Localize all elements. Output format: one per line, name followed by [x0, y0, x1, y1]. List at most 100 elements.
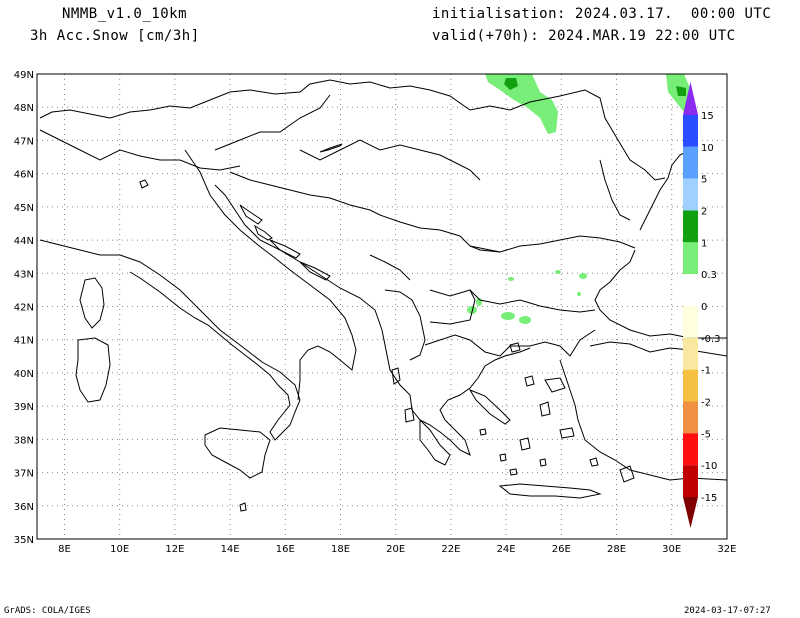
snow-patch: [579, 273, 587, 279]
lat-label: 45N: [14, 203, 34, 214]
colorbar-label: 0.3: [701, 270, 717, 281]
coast-crete: [498, 483, 602, 499]
lat-label: 43N: [14, 269, 34, 280]
lat-label: 44N: [14, 236, 34, 247]
border-hungary: [299, 139, 481, 181]
border-west: [39, 129, 241, 171]
colorbar-label: 2: [701, 207, 707, 218]
colorbar-label: 5: [701, 175, 707, 186]
colorbar-label: 15: [701, 111, 714, 122]
island-lesvos: [544, 377, 566, 393]
island-dodecanese: [589, 457, 599, 467]
island-corfu: [391, 367, 401, 385]
lat-label: 48N: [14, 103, 34, 114]
colorbar-segment: [683, 274, 698, 306]
longitude-labels: 8E 10E 12E 14E 16E 18E 20E 22E 24E 26E 28E 30E 32E: [58, 544, 736, 555]
border-moldova: [599, 159, 631, 221]
lake-balaton: [319, 143, 343, 153]
colorbar-segment: [683, 433, 698, 466]
border-albania: [384, 289, 426, 361]
island-rhodes: [619, 465, 635, 483]
colorbar-label: 1: [701, 238, 707, 249]
colorbar-label: 10: [701, 143, 714, 154]
coast-adriatic: [214, 184, 413, 411]
lat-label: 35N: [14, 535, 34, 546]
colorbar-top-arrow: [683, 82, 698, 115]
coast-black-sea: [594, 249, 727, 339]
graticule: [37, 74, 727, 539]
lon-label: 32E: [717, 544, 736, 555]
coast-black-sea-north: [639, 149, 691, 231]
border-croatia: [229, 171, 381, 216]
coast-italy: [39, 239, 301, 441]
snow-area-north-core: [504, 78, 518, 90]
colorbar-segment: [683, 178, 698, 211]
colorbar-segment: [683, 337, 698, 370]
border-romania-bulgaria: [469, 235, 636, 253]
snow-patch: [577, 292, 581, 296]
border-macedonia: [429, 289, 476, 325]
colorbar-segment: [683, 210, 698, 243]
lat-label: 38N: [14, 435, 34, 446]
lon-label: 20E: [386, 544, 405, 555]
colorbar-segment: [683, 115, 698, 147]
island-cyclades-3: [539, 458, 547, 467]
colorbar-bottom-arrow: [683, 497, 698, 528]
lon-label: 22E: [441, 544, 460, 555]
lon-label: 14E: [221, 544, 240, 555]
colorbar-label: -0.3: [701, 334, 721, 345]
colorbar-segment: [683, 242, 698, 275]
lon-label: 16E: [276, 544, 295, 555]
coast-turkey: [424, 329, 596, 357]
border-montenegro: [369, 254, 411, 281]
island-limnos: [524, 375, 535, 387]
coast-greece: [411, 347, 531, 456]
island-croatia-3: [299, 261, 331, 281]
lat-label: 42N: [14, 303, 34, 314]
colorbar-label: -2: [701, 398, 711, 409]
coastlines: [39, 79, 727, 512]
border-bulgaria-south: [469, 289, 596, 313]
coast-po: [139, 179, 149, 189]
snow-patch: [519, 316, 531, 324]
snow-patch: [501, 312, 515, 320]
lat-label: 47N: [14, 136, 34, 147]
valid-time: valid(+70h): 2024.MAR.19 22:00 UTC: [432, 28, 736, 44]
colorbar-label: -15: [701, 493, 717, 504]
lat-label: 46N: [14, 170, 34, 181]
colorbar-segment: [683, 369, 698, 402]
lon-label: 24E: [497, 544, 516, 555]
island-croatia: [239, 204, 263, 225]
border-north: [39, 79, 666, 181]
colorbar-segment: [683, 465, 698, 497]
lon-label: 26E: [552, 544, 571, 555]
latitude-labels: 49N 48N 47N 46N 45N 44N 43N 42N 41N 40N 39N 38N 37N 3…: [14, 70, 34, 546]
colorbar-segment: [683, 401, 698, 434]
colorbar-segment: [683, 306, 698, 338]
coast-italy-east: [184, 149, 357, 401]
island-kefalonia: [404, 407, 415, 423]
colorbar: 15 10 5 2 1 0.3 0 -0.3 -1 -2 -5 -10 -15: [683, 82, 721, 528]
init-time: initialisation: 2024.03.17. 00:00 UTC: [432, 6, 772, 22]
coast-sicily: [204, 427, 271, 479]
island-cyclades-1: [499, 453, 507, 462]
footer-left: GrADS: COLA/IGES: [4, 606, 91, 616]
colorbar-label: -1: [701, 366, 711, 377]
colorbar-label: -10: [701, 461, 717, 472]
lon-label: 30E: [662, 544, 681, 555]
snow-area-north: [485, 74, 558, 134]
lat-label: 49N: [14, 70, 34, 81]
island-croatia-4: [254, 224, 273, 241]
island-cyclades-2: [509, 468, 518, 476]
snow-areas: [467, 74, 692, 324]
lat-label: 37N: [14, 469, 34, 480]
border-serbia: [379, 214, 501, 253]
colorbar-segment: [683, 146, 698, 179]
island-naxos: [519, 437, 531, 451]
coast-corsica: [79, 277, 105, 329]
lat-label: 41N: [14, 336, 34, 347]
island-aegina: [479, 428, 487, 436]
model-name: NMMB_v1.0_10km: [62, 6, 188, 22]
colorbar-label: 0: [701, 302, 707, 313]
